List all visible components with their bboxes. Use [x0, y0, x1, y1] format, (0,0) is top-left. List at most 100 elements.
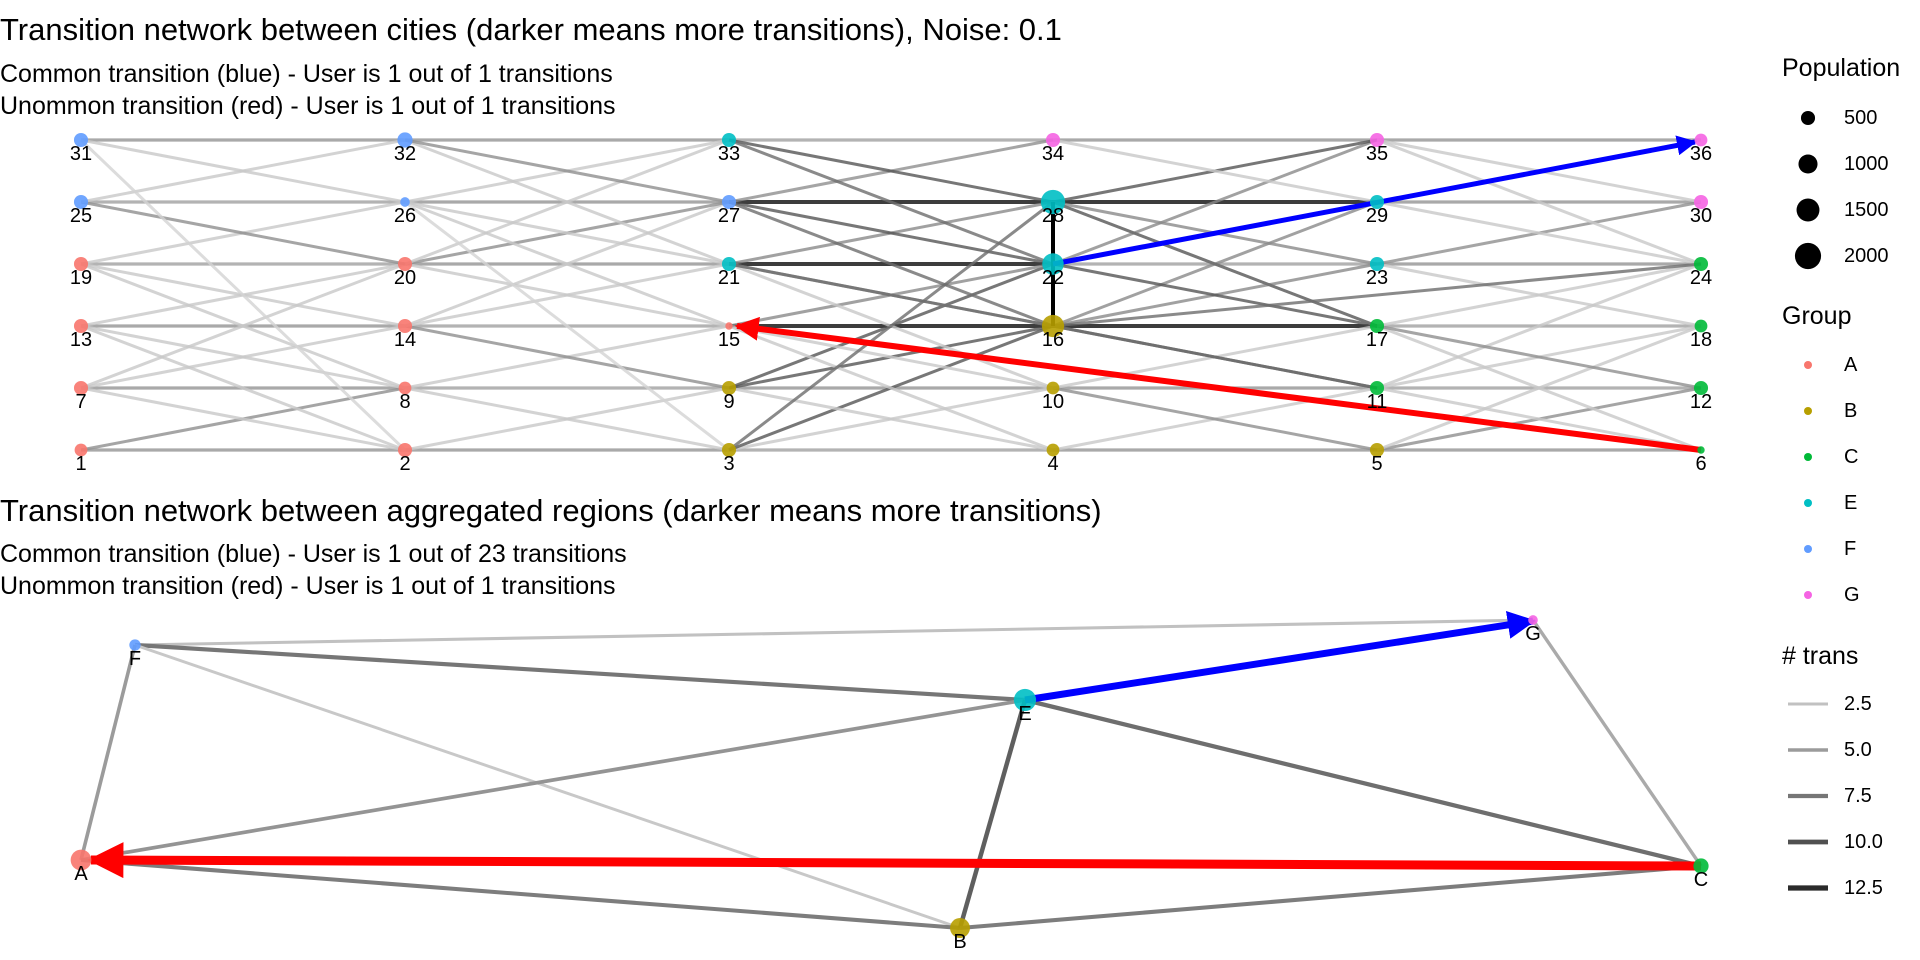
city-label: 12 [1690, 391, 1712, 413]
city-node [73, 132, 89, 148]
city-edge [1052, 262, 1378, 328]
city-edge [80, 262, 406, 390]
legend-group-label: C [1844, 446, 1859, 468]
legend-keys [1788, 110, 1828, 891]
city-edge [79, 138, 407, 452]
city-edge [404, 200, 730, 328]
city-node [1369, 256, 1385, 272]
city-edge [1376, 138, 1702, 266]
city-edge [728, 200, 1054, 452]
city-label: 16 [1042, 329, 1064, 351]
region-label: E [1018, 703, 1031, 725]
city-label: 25 [70, 205, 92, 227]
city-label: 10 [1042, 391, 1064, 413]
city-label: 30 [1690, 205, 1712, 227]
legend-trans-label: 7.5 [1844, 785, 1872, 807]
legend-population-key [1800, 110, 1816, 126]
city-label: 27 [718, 205, 740, 227]
legend-trans-label: 2.5 [1844, 693, 1872, 715]
city-label: 11 [1367, 391, 1388, 413]
region-edge [959, 863, 1702, 931]
legend-group-key [1804, 361, 1812, 369]
uncommon-transition-arrow [734, 316, 1702, 453]
city-label: 17 [1366, 329, 1388, 351]
city-node [1697, 446, 1705, 454]
region-edge [134, 642, 1026, 703]
legend-trans-label: 12.5 [1844, 877, 1883, 899]
city-node [1369, 380, 1385, 396]
city-edge [1052, 262, 1702, 328]
region-uncommon-arrow [87, 842, 1702, 879]
legend-population-label: 2000 [1844, 245, 1889, 267]
city-edge [1052, 138, 1378, 266]
city-node [397, 442, 413, 458]
city-edge [728, 138, 1054, 204]
city-label: 26 [394, 205, 416, 227]
city-network-common-subtitle: Common transition (blue) - User is 1 out… [0, 60, 613, 88]
city-label: 20 [394, 267, 416, 289]
region-edges [79, 618, 1703, 931]
city-edge [1376, 200, 1702, 266]
legend-group-label: F [1844, 538, 1857, 560]
region-edge [80, 698, 1026, 862]
city-node [73, 380, 89, 396]
region-common-arrow [1024, 611, 1536, 704]
city-node [73, 318, 89, 334]
city-edge [1052, 386, 1378, 452]
region-network-common-subtitle: Common transition (blue) - User is 1 out… [0, 540, 627, 568]
city-node [397, 318, 413, 334]
city-node [1045, 132, 1061, 148]
legend-population-key [1798, 154, 1818, 174]
city-node [1693, 256, 1709, 272]
city-edge [404, 200, 730, 266]
city-node [73, 256, 89, 272]
city-edge [728, 324, 1054, 452]
city-label: 34 [1042, 143, 1064, 165]
city-label: 14 [394, 329, 416, 351]
city-label: 15 [718, 329, 740, 351]
legend-population-title: Population [1782, 54, 1901, 82]
city-node [398, 381, 412, 395]
city-node [1694, 133, 1708, 147]
region-edge [134, 618, 1534, 647]
city-edge [404, 386, 730, 452]
city-label: 22 [1042, 267, 1064, 289]
legend-population-key [1794, 242, 1822, 270]
legend-group-label: A [1844, 354, 1858, 376]
city-edges [79, 138, 1702, 452]
city-label: 3 [723, 453, 734, 475]
region-node [1013, 688, 1037, 712]
city-edge [80, 324, 406, 452]
city-node [1046, 443, 1060, 457]
city-label: 19 [70, 267, 92, 289]
legend-group-key [1804, 545, 1812, 553]
city-label: 33 [718, 143, 740, 165]
region-edge [1024, 697, 1702, 869]
city-node [721, 380, 737, 396]
city-label: 4 [1047, 453, 1058, 475]
city-edge [80, 200, 406, 266]
region-label: F [129, 648, 141, 670]
city-node [1046, 381, 1060, 395]
city-node [1040, 189, 1066, 215]
region-edge [134, 643, 961, 930]
city-label: 24 [1690, 267, 1712, 289]
region-edge [957, 699, 1028, 929]
legend-population-key [1796, 198, 1820, 222]
city-node [1042, 253, 1064, 275]
legend-group-key [1804, 591, 1812, 599]
city-network-uncommon-subtitle: Unommon transition (red) - User is 1 out… [0, 92, 616, 120]
city-edge [80, 138, 406, 204]
legend-group-label: E [1844, 492, 1858, 514]
region-node [129, 639, 141, 651]
legend-population-label: 1500 [1844, 199, 1889, 221]
region-highlight-edges [87, 611, 1702, 879]
city-label: 36 [1690, 143, 1712, 165]
city-edge [728, 324, 1054, 390]
city-edge [404, 200, 730, 452]
city-edge [404, 138, 730, 204]
city-label: 2 [399, 453, 410, 475]
city-label: 1 [75, 453, 86, 475]
legend-trans-title: # trans [1782, 642, 1859, 670]
legend-group-key [1804, 453, 1812, 461]
